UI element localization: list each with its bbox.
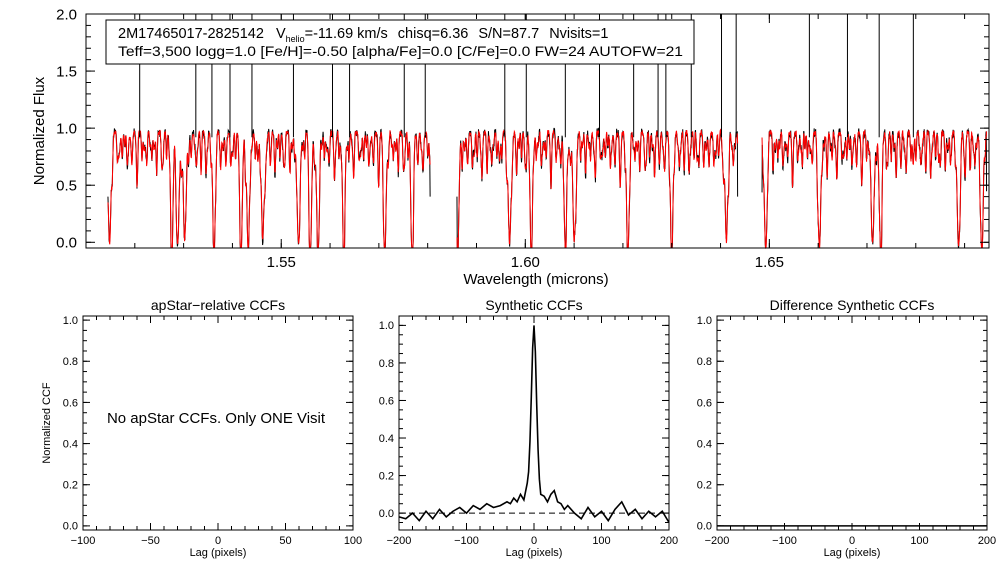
apstar-ccf-y-tick-label: 0.6 <box>63 397 78 409</box>
spectrum-panel: 1.55 1.60 1.65 0.0 0.5 1.0 1.5 2.0 2M17465017-2… <box>31 6 990 288</box>
difference-ccf-frame <box>716 315 988 531</box>
apstar-ccf-x-tick-label: −100 <box>71 535 96 547</box>
difference-ccf-y-tick-label: 0.8 <box>697 356 712 368</box>
synthetic-ccf-y-tick-label: 1.0 <box>379 320 394 332</box>
info-line-1: 2M17465017-2825142 Vhelio=-11.69 km/s chis… <box>118 26 608 44</box>
sn-value: S/N=87.7 <box>478 26 539 42</box>
synthetic-ccf-x-tick-label: 0 <box>531 535 537 547</box>
synthetic-ccf-x-tick-label: −100 <box>454 535 479 547</box>
synthetic-ccf-x-tick-label: 100 <box>592 535 610 547</box>
apstar-ccf-y-tick-label: 0.0 <box>63 521 78 533</box>
apstar-ccf-x-tick-label: −50 <box>141 535 160 547</box>
spectrum-x-tick-label: 1.55 <box>267 254 296 271</box>
difference-ccf-y-tick-label: 0.0 <box>697 521 712 533</box>
difference-ccf-ticks: −200 −100 0 100 200 0.0 0.2 0.4 0.6 0.8 1.0 <box>697 315 996 547</box>
chisq-value: chisq=6.36 <box>398 26 469 42</box>
info-box <box>105 19 695 65</box>
synthetic-ccf-x-tick-label: −200 <box>387 535 412 547</box>
synthetic-ccf-line <box>398 325 670 523</box>
synthetic-ccf-y-tick-label: 0.2 <box>379 470 394 482</box>
spectrum-y-tick-label: 0.0 <box>56 235 77 252</box>
synthetic-ccf-ticks: −200 −100 0 100 200 0.0 0.2 0.4 0.6 0.8 1.0 <box>379 315 678 547</box>
synthetic-ccf-y-tick-label: 0.4 <box>379 433 394 445</box>
spectrum-x-tick-label: 1.60 <box>511 254 540 271</box>
vhelio-label: V <box>276 26 286 42</box>
difference-ccf-y-tick-label: 0.6 <box>697 397 712 409</box>
difference-ccf-x-axis-label: Lag (pixels) <box>824 547 881 559</box>
spectrum-y-tick-label: 1.0 <box>56 120 77 137</box>
difference-ccf-y-tick-label: 1.0 <box>697 315 712 327</box>
difference-ccf-x-tick-label: 0 <box>849 535 855 547</box>
synthetic-ccf-title: Synthetic CCFs <box>485 297 582 313</box>
vhelio-subscript: helio <box>286 34 305 44</box>
nvisits-value: Nvisits=1 <box>549 26 608 42</box>
apstar-ccf-x-axis-label: Lag (pixels) <box>190 547 247 559</box>
spectrum-ticks: 1.55 1.60 1.65 0.0 0.5 1.0 1.5 2.0 <box>56 6 989 271</box>
synthetic-ccf-y-tick-label: 0.6 <box>379 395 394 407</box>
difference-ccf-title: Difference Synthetic CCFs <box>770 297 935 313</box>
apstar-ccf-x-tick-label: 50 <box>279 535 291 547</box>
difference-ccf-x-tick-label: 200 <box>978 535 996 547</box>
apstar-ccf-y-axis-label: Normalized CCF <box>41 382 53 464</box>
apstar-ccf-y-tick-label: 0.2 <box>63 480 78 492</box>
apstar-ccf-y-tick-label: 0.4 <box>63 438 78 450</box>
apstar-ccf-x-tick-label: 0 <box>215 535 221 547</box>
apstar-ccf-title: apStar−relative CCFs <box>151 297 285 313</box>
apstar-ccf-ticks: −100 −50 0 50 100 0.0 0.2 0.4 0.6 0.8 1.0 <box>63 315 362 547</box>
spectrum-x-axis-label: Wavelength (microns) <box>463 271 608 288</box>
spectrum-x-tick-label: 1.65 <box>755 254 784 271</box>
synthetic-ccf-y-tick-label: 0.8 <box>379 358 394 370</box>
apstar-ccf-y-tick-label: 1.0 <box>63 315 78 327</box>
star-id: 2M17465017-2825142 <box>118 26 264 42</box>
difference-ccf-x-tick-label: −200 <box>705 535 730 547</box>
info-line-2: Teff=3,500 logg=1.0 [Fe/H]=-0.50 [alpha/… <box>118 43 683 59</box>
synthetic-spectrum-line <box>107 128 988 249</box>
spectrum-frame <box>85 13 990 249</box>
apstar-ccf-panel: −100 −50 0 50 100 0.0 0.2 0.4 0.6 0.8 1.0 apStar−r… <box>41 297 362 559</box>
synthetic-ccf-plot-area <box>398 325 670 523</box>
spectrum-y-tick-label: 0.5 <box>56 177 77 194</box>
synthetic-ccf-y-tick-label: 0.0 <box>379 508 394 520</box>
difference-ccf-x-tick-label: 100 <box>910 535 928 547</box>
no-ccf-annotation: No apStar CCFs. Only ONE Visit <box>107 410 326 427</box>
synthetic-ccf-frame <box>398 315 670 531</box>
difference-ccf-panel: −200 −100 0 100 200 0.0 0.2 0.4 0.6 0.8 1.0 Differ… <box>697 297 996 559</box>
difference-ccf-y-tick-label: 0.2 <box>697 480 712 492</box>
apstar-ccf-x-tick-label: 100 <box>344 535 362 547</box>
apstar-ccf-y-tick-label: 0.8 <box>63 356 78 368</box>
spectrum-y-tick-label: 2.0 <box>56 6 77 23</box>
difference-ccf-y-tick-label: 0.4 <box>697 438 712 450</box>
synthetic-ccf-panel: −200 −100 0 100 200 0.0 0.2 0.4 0.6 0.8 1.0 Synthe… <box>379 297 678 559</box>
synthetic-ccf-x-axis-label: Lag (pixels) <box>506 547 563 559</box>
vhelio-value: =-11.69 km/s <box>305 26 388 42</box>
spectrum-y-tick-label: 1.5 <box>56 63 77 80</box>
synthetic-ccf-x-tick-label: 200 <box>660 535 678 547</box>
difference-ccf-x-tick-label: −100 <box>772 535 797 547</box>
spectrum-y-axis-label: Normalized Flux <box>31 76 48 185</box>
